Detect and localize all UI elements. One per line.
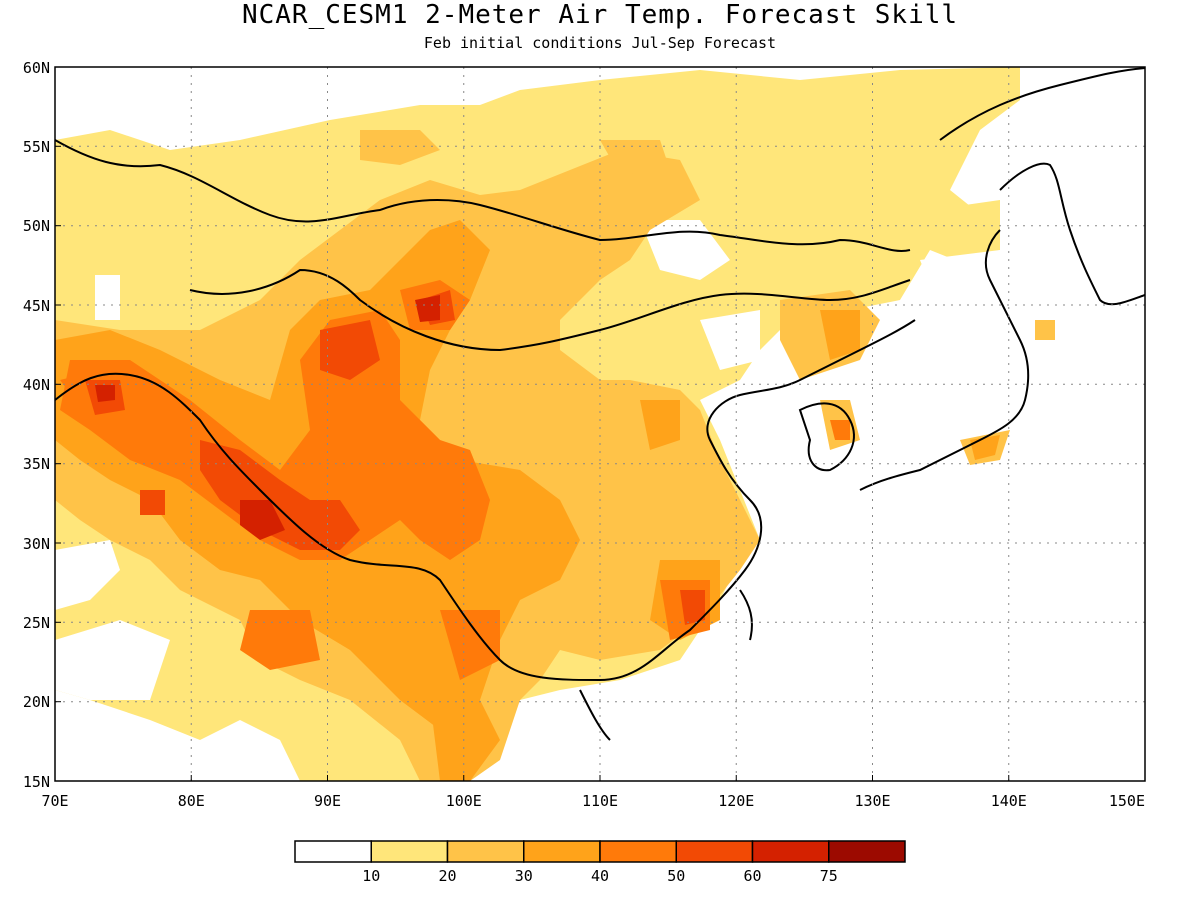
lon-label: 140E xyxy=(991,792,1027,810)
colorbar-swatch xyxy=(599,840,677,863)
lon-label: 100E xyxy=(446,792,482,810)
colorbar-swatch xyxy=(675,840,754,863)
lon-label: 70E xyxy=(41,792,68,810)
lon-label: 120E xyxy=(718,792,754,810)
lat-label: 40N xyxy=(23,376,50,394)
skill-level-60 xyxy=(95,295,440,540)
map-title: NCAR_CESM1 2-Meter Air Temp. Forecast Sk… xyxy=(241,0,959,30)
lon-label: 130E xyxy=(854,792,890,810)
colorbar-label: 10 xyxy=(362,867,380,885)
colorbar-swatch xyxy=(370,840,449,863)
lon-labels: 70E 80E 90E 100E 110E 120E 130E 140E 150… xyxy=(41,792,1145,810)
lat-label: 35N xyxy=(23,455,50,473)
colorbar-label: 20 xyxy=(438,867,456,885)
lat-label: 60N xyxy=(23,59,50,77)
lat-label: 50N xyxy=(23,217,50,235)
lon-label: 150E xyxy=(1109,792,1145,810)
lat-label: 55N xyxy=(23,138,50,156)
colorbar-label: 50 xyxy=(667,867,685,885)
skill-level-40 xyxy=(60,280,850,680)
lat-label: 15N xyxy=(23,773,50,791)
lat-label: 20N xyxy=(23,693,50,711)
gridlines xyxy=(55,67,1145,781)
lon-label: 90E xyxy=(314,792,341,810)
skill-field xyxy=(55,67,1145,781)
lon-label: 80E xyxy=(178,792,205,810)
lat-labels: 60N 55N 50N 45N 40N 35N 30N 25N 20N 15N xyxy=(23,59,50,791)
colorbar-swatch xyxy=(751,840,830,863)
colorbar-swatch xyxy=(828,840,906,863)
lon-label: 110E xyxy=(582,792,618,810)
colorbar-swatch xyxy=(523,840,601,863)
colorbar-swatch xyxy=(446,840,525,863)
lat-label: 25N xyxy=(23,614,50,632)
colorbar-label: 30 xyxy=(515,867,533,885)
colorbar: 10 20 30 40 50 60 75 xyxy=(294,840,906,885)
map-subtitle: Feb initial conditions Jul-Sep Forecast xyxy=(423,34,777,52)
colorbar-label: 40 xyxy=(591,867,609,885)
skill-level-50 xyxy=(85,290,705,625)
lat-label: 45N xyxy=(23,297,50,315)
colorbar-label: 60 xyxy=(743,867,761,885)
colorbar-swatch xyxy=(294,840,372,863)
coastlines xyxy=(55,67,1145,741)
lat-label: 30N xyxy=(23,535,50,553)
frame-ticks xyxy=(55,145,1010,781)
colorbar-label: 75 xyxy=(820,867,838,885)
